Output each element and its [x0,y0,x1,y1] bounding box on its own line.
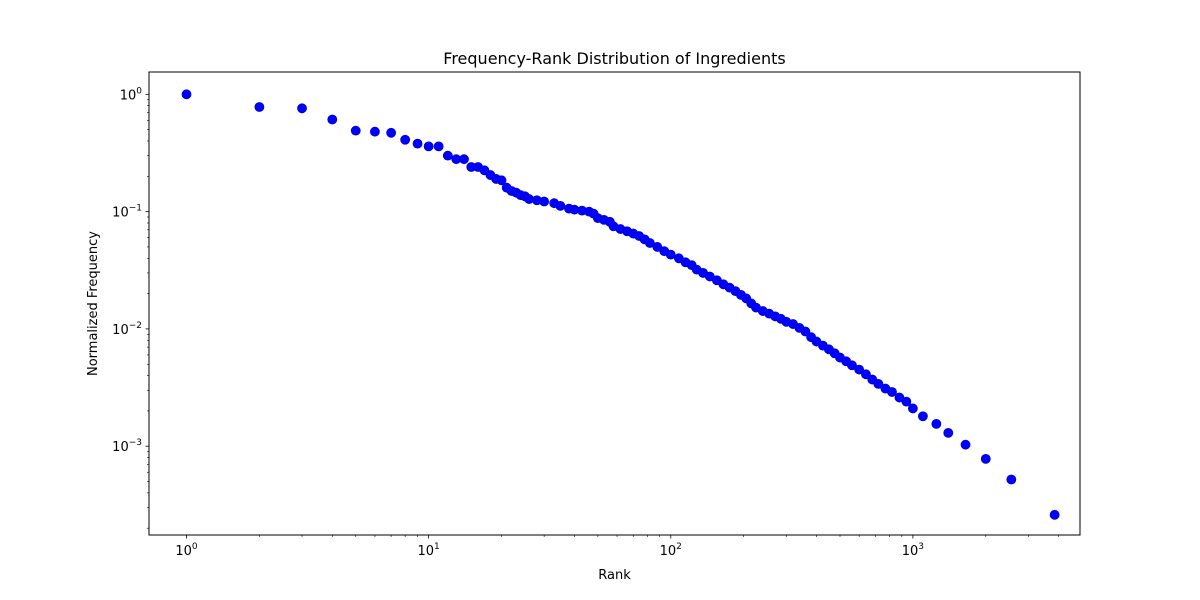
data-point-9 [412,138,423,149]
data-point-91 [960,439,971,450]
data-point-87 [907,403,918,414]
plot-frame [148,71,1081,536]
data-point-8 [400,134,411,145]
x-tick-label-3: 102 [660,542,682,559]
data-point-93 [1006,474,1017,485]
data-point-89 [931,418,942,429]
data-point-5 [350,125,361,136]
data-point-92 [980,453,991,464]
y-tick-label-1: 10−3 [112,438,142,455]
x-tick-label-2: 101 [417,542,439,559]
data-point-20 [496,175,507,186]
data-point-7 [386,127,397,138]
x-tick-label-4: 103 [902,542,924,559]
x-tick-label-1: 100 [175,542,198,559]
data-point-30 [555,200,566,211]
y-tick-label-4: 100 [120,86,143,103]
data-point-10 [423,141,434,152]
data-point-82 [873,378,884,389]
data-point-12 [442,150,453,161]
data-point-80 [861,369,871,380]
data-point-6 [370,126,380,137]
y-axis-ticks: 10−3 10−2 10−1 100 [112,86,149,529]
data-point-88 [918,411,928,422]
data-point-90 [943,427,954,438]
y-tick-label-3: 10−1 [112,204,142,221]
data-point-86 [901,396,912,407]
chart-title: Frequency-Rank Distribution of Ingredien… [443,49,785,68]
x-axis-ticks: 100 101 102 103 [175,535,1059,559]
data-point-48 [665,249,676,260]
data-point-84 [887,387,897,397]
data-point-94 [1049,509,1060,520]
data-point-14 [459,154,469,165]
data-point-78 [847,360,857,371]
y-tick-label-2: 10−2 [112,321,142,338]
data-point-3 [297,103,307,114]
data-point-1 [181,89,192,100]
data-point-11 [433,141,444,152]
data-points [181,89,1060,520]
data-point-79 [854,364,865,375]
y-axis-label: Normalized Frequency [86,231,101,376]
x-axis-label: Rank [598,568,631,583]
data-point-2 [254,102,265,112]
data-point-28 [539,196,550,207]
data-point-4 [327,114,338,125]
